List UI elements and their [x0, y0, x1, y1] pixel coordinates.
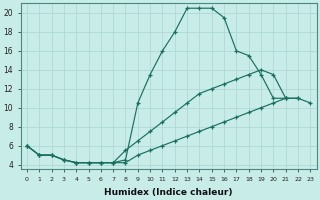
X-axis label: Humidex (Indice chaleur): Humidex (Indice chaleur)	[104, 188, 233, 197]
